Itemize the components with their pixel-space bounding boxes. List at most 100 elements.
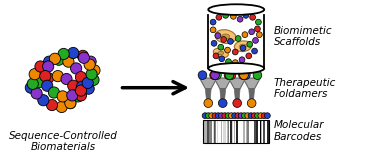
Circle shape xyxy=(27,78,38,89)
Circle shape xyxy=(222,113,228,119)
Bar xyxy=(261,121,262,143)
Circle shape xyxy=(35,61,46,72)
Bar xyxy=(219,121,220,143)
Circle shape xyxy=(29,69,40,80)
Ellipse shape xyxy=(234,41,252,52)
Polygon shape xyxy=(229,78,246,89)
Polygon shape xyxy=(214,78,231,89)
Circle shape xyxy=(77,50,88,62)
Circle shape xyxy=(57,91,68,102)
Circle shape xyxy=(237,16,243,22)
Circle shape xyxy=(250,14,256,20)
Circle shape xyxy=(42,80,53,91)
Text: Sequence-Controlled
Biomaterials: Sequence-Controlled Biomaterials xyxy=(9,131,118,152)
Circle shape xyxy=(34,76,45,87)
Circle shape xyxy=(247,99,256,107)
Circle shape xyxy=(246,53,252,59)
Bar xyxy=(265,121,266,143)
Circle shape xyxy=(56,101,67,113)
Bar xyxy=(221,121,222,143)
Polygon shape xyxy=(220,89,226,99)
Circle shape xyxy=(254,26,260,32)
Circle shape xyxy=(232,49,238,55)
Circle shape xyxy=(265,113,270,119)
Circle shape xyxy=(88,74,99,86)
Circle shape xyxy=(89,65,100,76)
Circle shape xyxy=(225,47,231,53)
Circle shape xyxy=(235,36,241,41)
Circle shape xyxy=(85,56,96,67)
Circle shape xyxy=(212,113,218,119)
Circle shape xyxy=(211,40,217,46)
Circle shape xyxy=(210,27,216,33)
Circle shape xyxy=(202,113,208,119)
Bar xyxy=(215,121,216,143)
Circle shape xyxy=(257,32,262,38)
Circle shape xyxy=(73,91,84,102)
Bar xyxy=(226,121,228,143)
Circle shape xyxy=(252,48,257,54)
Circle shape xyxy=(218,44,224,50)
Circle shape xyxy=(25,82,36,93)
Circle shape xyxy=(71,63,82,74)
Circle shape xyxy=(239,71,247,80)
Ellipse shape xyxy=(222,34,230,39)
Bar xyxy=(250,121,251,143)
Circle shape xyxy=(67,90,78,101)
Bar xyxy=(209,121,212,143)
Circle shape xyxy=(232,60,238,66)
Circle shape xyxy=(198,71,207,80)
Bar xyxy=(207,121,208,143)
Circle shape xyxy=(218,99,227,107)
Ellipse shape xyxy=(240,44,246,48)
Ellipse shape xyxy=(208,4,264,15)
Bar xyxy=(232,121,234,143)
Circle shape xyxy=(40,71,51,82)
Circle shape xyxy=(243,12,249,18)
Circle shape xyxy=(249,29,254,35)
Circle shape xyxy=(75,72,87,83)
Text: Biomimetic
Scaffolds: Biomimetic Scaffolds xyxy=(274,26,333,47)
Circle shape xyxy=(49,53,60,64)
Circle shape xyxy=(210,71,218,80)
Polygon shape xyxy=(249,89,254,99)
Circle shape xyxy=(76,81,88,92)
Circle shape xyxy=(75,90,87,101)
Circle shape xyxy=(63,56,74,67)
Bar xyxy=(223,121,226,143)
Circle shape xyxy=(226,59,231,65)
Bar xyxy=(203,121,269,143)
Bar xyxy=(243,121,245,143)
Ellipse shape xyxy=(208,63,264,74)
Circle shape xyxy=(228,38,233,44)
Bar xyxy=(229,121,230,143)
Bar xyxy=(205,121,207,143)
Circle shape xyxy=(82,77,93,88)
Circle shape xyxy=(65,97,76,109)
Circle shape xyxy=(215,33,221,38)
Circle shape xyxy=(256,19,261,25)
Circle shape xyxy=(31,88,42,99)
Bar xyxy=(263,121,265,143)
Bar xyxy=(203,121,204,143)
Circle shape xyxy=(213,53,219,59)
Circle shape xyxy=(219,56,225,62)
Circle shape xyxy=(247,41,253,47)
Bar xyxy=(236,121,238,143)
Circle shape xyxy=(209,113,215,119)
Polygon shape xyxy=(243,78,260,89)
Polygon shape xyxy=(205,89,211,99)
Circle shape xyxy=(248,113,254,119)
Bar xyxy=(212,121,213,143)
Bar xyxy=(254,121,256,143)
Text: Molecular
Barcodes: Molecular Barcodes xyxy=(274,120,324,142)
Circle shape xyxy=(221,37,226,42)
Circle shape xyxy=(231,14,236,19)
Circle shape xyxy=(225,113,231,119)
Bar xyxy=(234,121,235,143)
Polygon shape xyxy=(200,78,217,89)
Circle shape xyxy=(255,113,260,119)
Text: Therapeutic
Foldamers: Therapeutic Foldamers xyxy=(274,78,336,100)
Circle shape xyxy=(38,95,49,106)
Circle shape xyxy=(216,14,222,20)
